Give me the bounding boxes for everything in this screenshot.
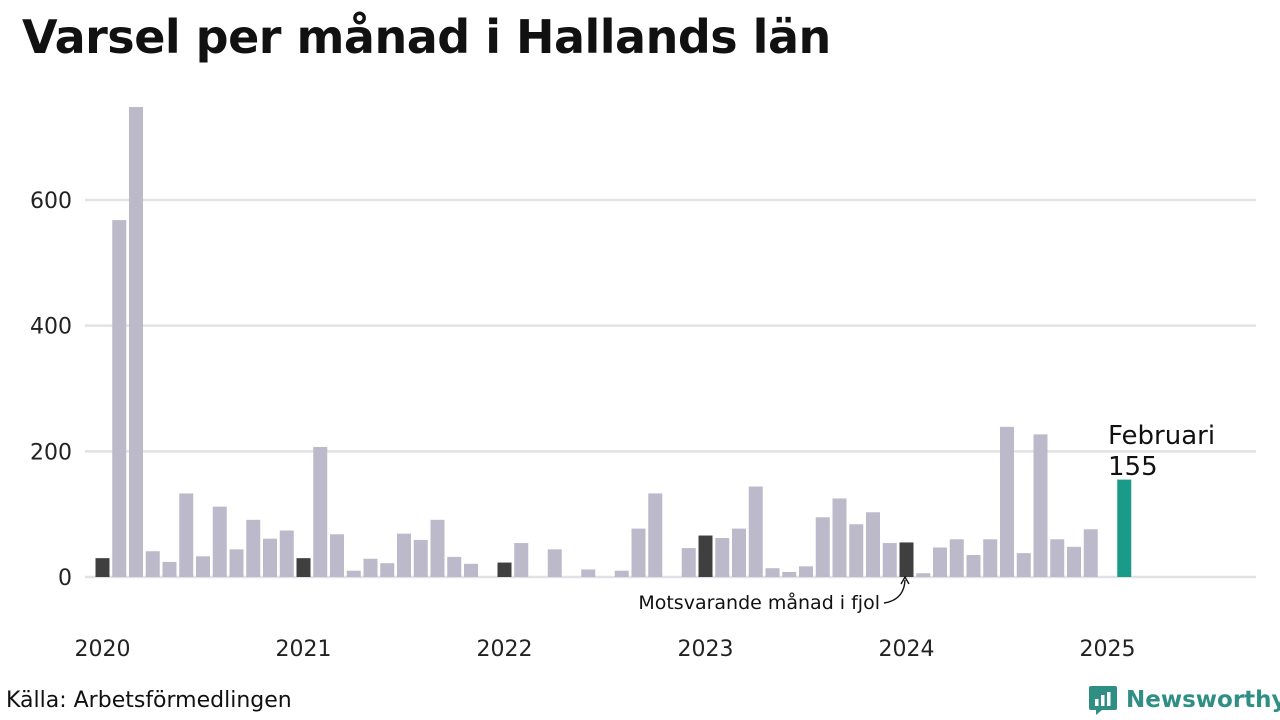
highlight-value-label: 155 — [1108, 452, 1158, 482]
y-tick-label: 600 — [30, 189, 72, 214]
bar-comparison — [497, 562, 512, 577]
bar — [430, 519, 445, 577]
chart-title: Varsel per månad i Hallands län — [22, 10, 831, 64]
bar — [330, 534, 344, 577]
bar-comparison — [95, 558, 110, 577]
bar-chart-badge-icon — [1089, 686, 1117, 715]
bar — [129, 107, 143, 578]
bar — [614, 570, 629, 577]
x-tick-label: 2021 — [276, 637, 332, 662]
bar — [732, 528, 746, 577]
bar-comparison — [698, 535, 713, 577]
x-tick-label: 2023 — [678, 637, 734, 662]
annotations: Februari 155 Motsvarande månad i fjol — [638, 421, 1215, 614]
bar — [882, 543, 897, 577]
bar — [397, 533, 411, 577]
bar — [581, 569, 596, 577]
bar — [765, 568, 780, 577]
bar — [514, 543, 529, 577]
bar — [145, 551, 160, 577]
bar — [815, 517, 830, 577]
brand-name: Newsworthy — [1126, 687, 1280, 713]
bar — [1000, 426, 1014, 577]
comparison-arrowhead-icon — [900, 575, 910, 585]
bar — [933, 547, 947, 577]
bar — [196, 556, 210, 577]
bar — [866, 512, 880, 577]
highlight-month-label: Februari — [1108, 421, 1215, 451]
bar — [631, 528, 646, 577]
bars — [95, 107, 1132, 578]
bar — [112, 220, 127, 577]
bar — [279, 530, 294, 577]
bar — [1016, 553, 1031, 577]
bar — [413, 539, 428, 577]
bar — [263, 538, 277, 577]
bar — [949, 539, 964, 577]
newsworthy-logo: Newsworthy — [1088, 684, 1280, 716]
bar — [229, 549, 244, 577]
bar — [715, 538, 730, 577]
bar — [313, 446, 328, 577]
bar — [782, 571, 797, 577]
bar — [916, 573, 931, 577]
comparison-annotation-label: Motsvarande månad i fjol — [638, 591, 880, 614]
bar — [832, 498, 847, 577]
bar — [162, 561, 177, 577]
bar — [748, 486, 763, 577]
bar — [1033, 434, 1048, 577]
bar-comparison — [296, 558, 311, 577]
bar-highlight — [1117, 479, 1132, 577]
bar — [849, 524, 864, 577]
bar — [648, 493, 663, 577]
bar — [966, 555, 981, 577]
x-axis-ticks: 2020 2021 2022 2023 2024 2025 — [75, 637, 1136, 662]
x-tick-label: 2020 — [75, 637, 131, 662]
comparison-arrow-icon — [883, 579, 906, 604]
bar — [179, 493, 194, 577]
gridlines — [85, 198, 1256, 579]
bar — [447, 556, 462, 577]
bar — [983, 539, 998, 577]
y-tick-label: 0 — [58, 566, 72, 591]
bar — [380, 563, 395, 577]
bar — [1050, 539, 1065, 577]
bar — [212, 506, 227, 577]
bar-comparison — [899, 542, 914, 577]
bar — [681, 548, 696, 577]
y-tick-label: 200 — [30, 440, 72, 465]
bar — [547, 549, 562, 577]
x-tick-label: 2025 — [1080, 637, 1136, 662]
x-tick-label: 2024 — [879, 637, 935, 662]
x-tick-label: 2022 — [477, 637, 533, 662]
y-tick-label: 400 — [30, 315, 72, 340]
bar — [346, 570, 361, 577]
bar — [363, 558, 378, 577]
bar — [799, 566, 813, 577]
y-axis-ticks: 0 200 400 600 — [30, 189, 72, 591]
bar — [464, 563, 478, 577]
source-note: Källa: Arbetsförmedlingen — [6, 688, 292, 713]
bar — [1067, 546, 1081, 577]
bar — [246, 519, 261, 577]
bar — [1083, 529, 1098, 577]
